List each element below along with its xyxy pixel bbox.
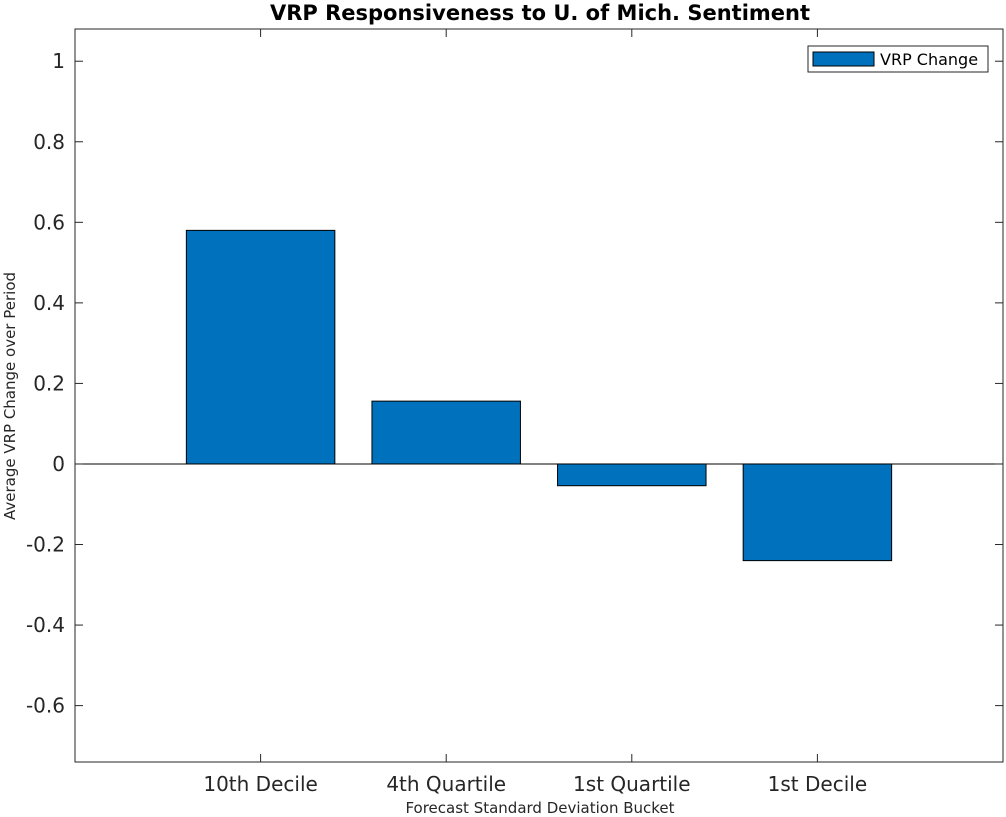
y-tick-label: 1 — [52, 49, 65, 73]
y-axis-label: Average VRP Change over Period — [1, 272, 19, 520]
y-tick-label: -0.4 — [26, 613, 65, 637]
plot-area: 1 0.8 0.6 0.4 0.2 0 -0.2 -0.4 -0.6 10th Decile 4th… — [26, 28, 1004, 796]
bar — [185, 229, 336, 465]
legend: VRP Change — [807, 45, 989, 73]
y-tick-label: -0.2 — [26, 533, 65, 557]
y-tick-label: 0 — [52, 452, 65, 476]
x-tick-label: 4th Quartile — [386, 772, 506, 796]
bar — [557, 463, 707, 487]
x-axis-label: Forecast Standard Deviation Bucket — [405, 799, 674, 817]
y-tick-label: 0.6 — [33, 210, 65, 234]
y-tick-label: -0.6 — [26, 694, 65, 718]
x-tick-label: 1st Decile — [768, 772, 867, 796]
axes-box — [74, 28, 1004, 763]
y-tick-label: 0.8 — [33, 130, 65, 154]
bar — [371, 400, 521, 465]
x-tick-label: 1st Quartile — [573, 772, 691, 796]
y-tick-label: 0.2 — [33, 371, 65, 395]
x-tick-label: 10th Decile — [203, 772, 317, 796]
legend-label: VRP Change — [880, 50, 978, 69]
bar — [742, 463, 893, 562]
chart-title: VRP Responsiveness to U. of Mich. Sentim… — [270, 1, 810, 25]
y-tick-label: 0.4 — [33, 291, 65, 315]
legend-swatch — [812, 51, 875, 67]
